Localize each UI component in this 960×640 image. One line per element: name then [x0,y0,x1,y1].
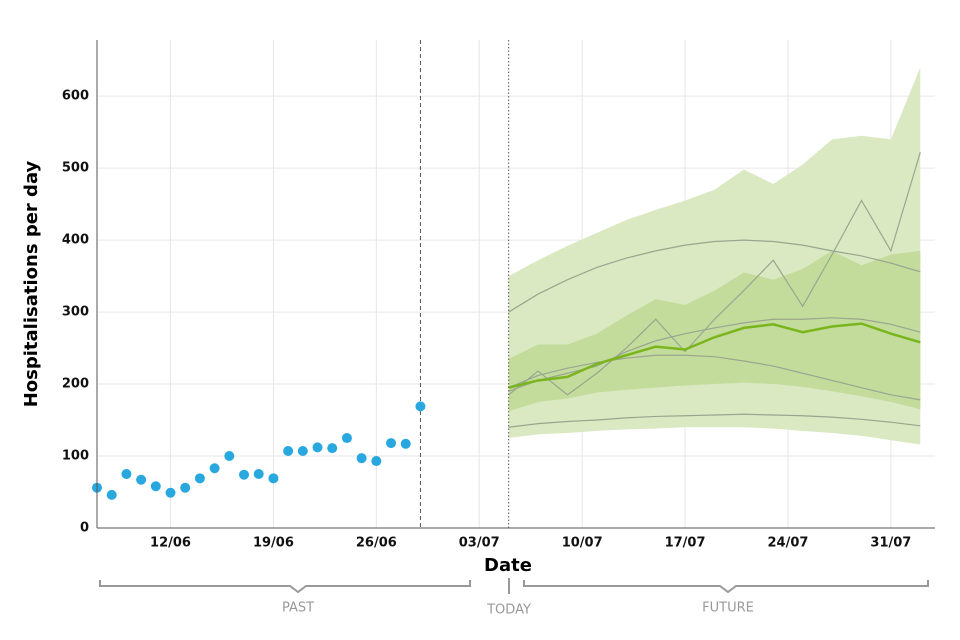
observed-point [312,442,323,453]
y-tick-label: 200 [62,377,89,392]
scenario-line [508,354,921,401]
forecast-band [508,250,921,412]
observed-point [209,463,220,474]
observed-point [180,482,191,493]
median-line [508,322,921,389]
observed-point [356,453,367,464]
observed-point [106,489,117,500]
observed-point [268,473,279,484]
x-tick-label: 19/06 [253,536,294,551]
annotation: PAST [282,601,314,616]
scenario-line [508,413,921,428]
x-tick-label: 26/06 [356,536,397,551]
y-tick-label: 0 [80,521,89,536]
x-tick-label: 31/07 [870,536,911,551]
future-bracket [523,580,929,594]
observed-point [165,487,176,498]
x-tick-label: 24/07 [768,536,809,551]
y-tick-label: 500 [62,161,89,176]
past-bracket [99,580,471,594]
y-tick-label: 100 [62,449,89,464]
scenario-line [508,152,921,396]
y-tick-label: 400 [62,233,89,248]
observed-point [224,451,235,462]
x-tick-label: 17/07 [665,536,706,551]
observed-point [341,433,352,444]
y-tick-label: 600 [62,89,89,104]
observed-point [415,401,426,412]
observed-point [136,474,147,485]
observed-point [297,445,308,456]
y-axis-label: Hospitalisations per day [21,160,42,407]
observed-point [327,443,338,454]
scenario-line [508,239,921,313]
observed-point [283,445,294,456]
observed-point [121,469,132,480]
x-tick-label: 03/07 [459,536,500,551]
x-tick-label: 12/06 [150,536,191,551]
observed-point [253,469,264,480]
observed-point [194,473,205,484]
observed-point [386,438,397,449]
observed-point [371,456,382,467]
annotation: TODAY [486,603,531,618]
x-tick-label: 10/07 [562,536,603,551]
observed-point [400,438,411,449]
y-tick-label: 300 [62,305,89,320]
observed-point [150,481,161,492]
scenario-line [508,317,921,392]
annotation: FUTURE [702,601,754,616]
observed-point [239,469,250,480]
x-axis-label: Date [484,555,532,576]
